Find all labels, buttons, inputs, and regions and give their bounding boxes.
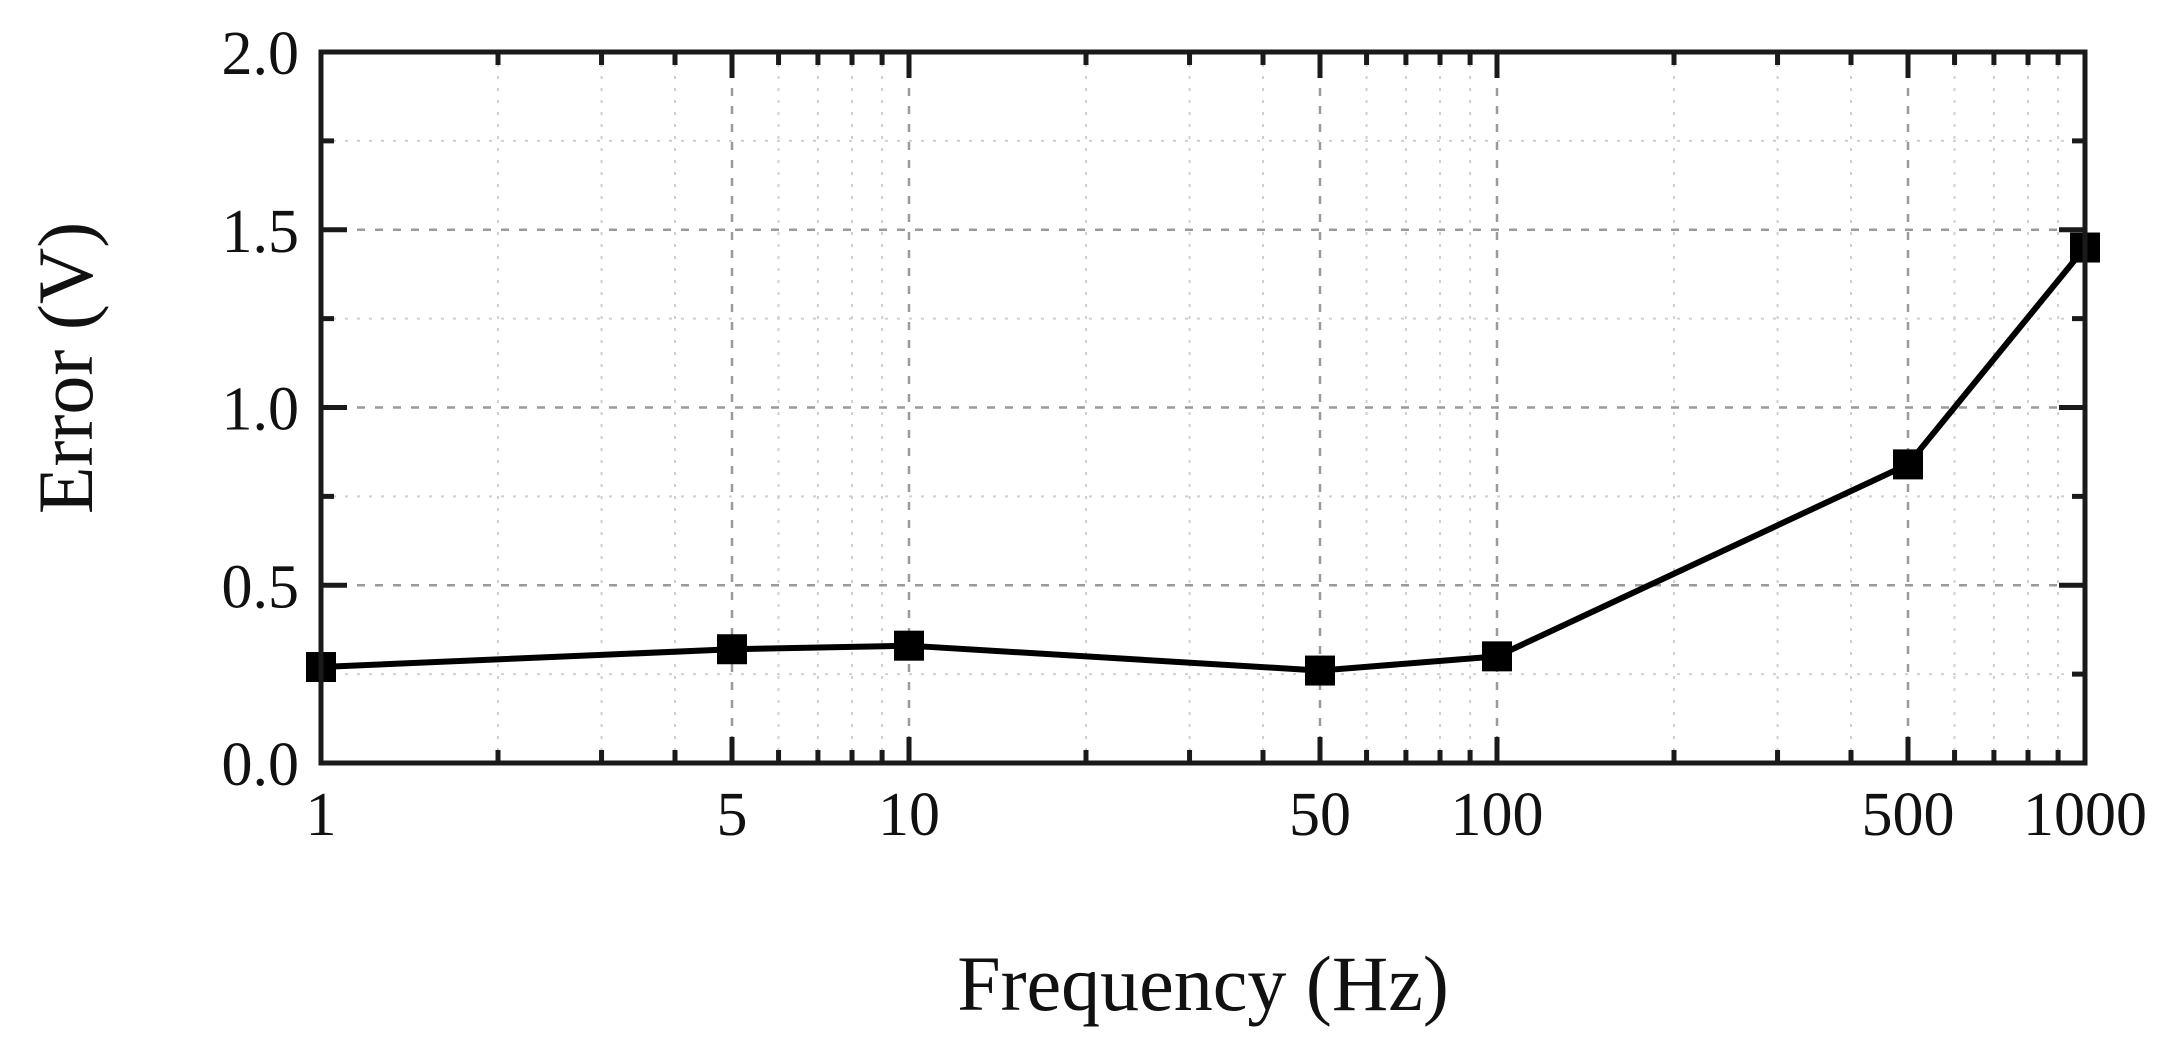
square-marker bbox=[1304, 655, 1335, 686]
square-marker bbox=[1892, 449, 1923, 480]
y-tick-label: 1.5 bbox=[222, 198, 300, 266]
x-axis-title: Frequency (Hz) bbox=[957, 940, 1449, 1027]
square-marker bbox=[894, 630, 924, 661]
x-tick-label: 100 bbox=[1451, 781, 1544, 849]
y-axis-tick-labels: 0.0 0.5 1.0 1.5 2.0 bbox=[222, 20, 300, 799]
y-tick-label: 1.0 bbox=[222, 376, 300, 444]
square-marker bbox=[716, 634, 747, 665]
y-tick-label: 0.0 bbox=[222, 731, 300, 799]
x-tick-label: 1000 bbox=[2023, 781, 2147, 849]
x-tick-label: 1 bbox=[306, 781, 337, 849]
x-tick-label: 10 bbox=[878, 781, 940, 849]
square-marker bbox=[1482, 641, 1512, 672]
x-tick-label: 5 bbox=[716, 781, 747, 849]
plot-frame bbox=[318, 49, 2088, 766]
y-tick-label: 0.5 bbox=[222, 553, 300, 621]
y-axis-title: Error (V) bbox=[22, 222, 109, 514]
x-axis-tick-labels: 1 5 10 50 100 500 1000 bbox=[306, 781, 2148, 849]
x-tick-label: 500 bbox=[1861, 781, 1954, 849]
major-gridlines bbox=[321, 52, 2085, 763]
y-tick-label: 2.0 bbox=[222, 20, 300, 88]
x-tick-label: 50 bbox=[1289, 781, 1351, 849]
